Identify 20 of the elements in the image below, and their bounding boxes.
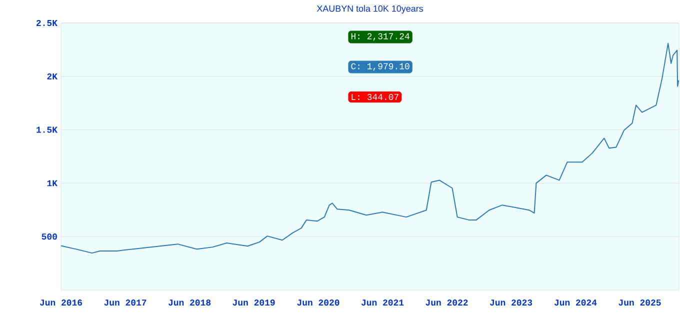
annotation: C: 1,979.10: [351, 63, 410, 71]
x-tick-label: Jun 2023: [490, 300, 532, 306]
x-tick-label: Jun 2021: [361, 300, 404, 306]
y-tick-label: 1K: [47, 180, 58, 186]
y-tick-label: 2K: [47, 73, 58, 80]
annotation: L: 344.07: [352, 94, 398, 100]
line-series: [61, 42, 680, 254]
x-tick-label: Jun 2024: [554, 300, 597, 306]
x-tick-label: Jun 2025: [618, 300, 661, 306]
annotation: H: 2,317.24: [351, 33, 410, 41]
chart-title: XAUBYN tola 10K 10years: [316, 5, 423, 14]
y-tick-label: 500: [42, 234, 57, 240]
y-tick-label: 1.5K: [36, 126, 58, 133]
x-tick-label: Jun 2017: [104, 300, 146, 306]
x-tick-label: Jun 2020: [297, 300, 340, 306]
x-tick-label: Jun 2022: [426, 300, 468, 306]
y-tick-label: 2.5K: [36, 20, 58, 26]
x-tick-label: Jun 2018: [168, 300, 211, 306]
x-tick-label: Jun 2016: [40, 300, 82, 306]
x-tick-label: Jun 2019: [232, 300, 275, 306]
